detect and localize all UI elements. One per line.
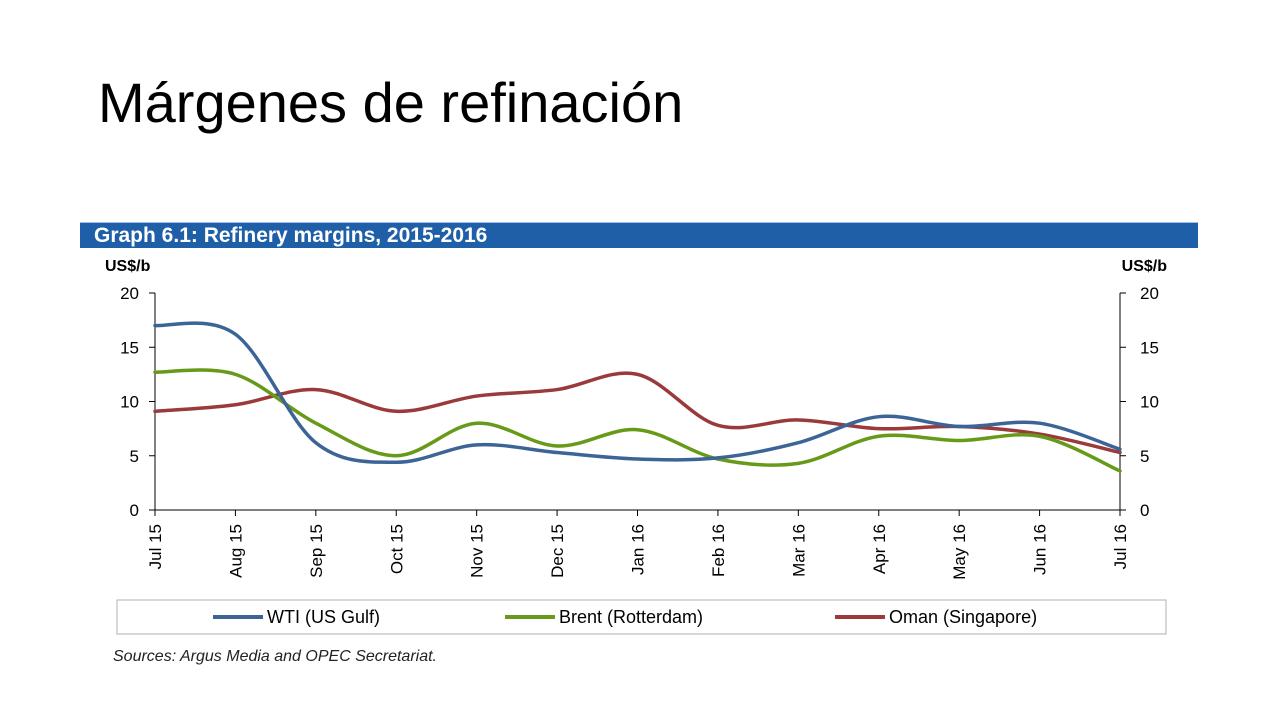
x-tick-label: Feb 16 <box>709 524 728 577</box>
x-tick-label: Apr 16 <box>870 524 889 574</box>
y-tick-label-left: 0 <box>130 501 139 520</box>
x-tick-label: May 16 <box>950 524 969 580</box>
y-tick-label-left: 10 <box>120 393 139 412</box>
x-tick-label: Jan 16 <box>629 524 648 575</box>
x-tick-label: Aug 15 <box>226 524 245 578</box>
x-tick-label: Nov 15 <box>468 524 487 578</box>
graph-title: Graph 6.1: Refinery margins, 2015-2016 <box>94 224 488 247</box>
x-tick-label: Jun 16 <box>1031 524 1050 575</box>
series-line-1 <box>153 368 1122 473</box>
x-tick-label: Dec 15 <box>548 524 567 578</box>
x-tick-label: Jul 16 <box>1111 524 1130 569</box>
slide-title: Márgenes de refinación <box>98 71 684 134</box>
y-tick-label-right: 20 <box>1140 284 1159 303</box>
legend-label-2: Oman (Singapore) <box>889 607 1037 627</box>
x-tick-label: Jul 15 <box>146 524 165 569</box>
y-tick-label-right: 15 <box>1140 338 1159 357</box>
legend-label-0: WTI (US Gulf) <box>267 607 380 627</box>
y-tick-label-right: 10 <box>1140 393 1159 412</box>
y-tick-label-right: 0 <box>1140 501 1149 520</box>
series-lines <box>153 321 1122 473</box>
source-note: Sources: Argus Media and OPEC Secretaria… <box>113 648 437 665</box>
y-tick-label-left: 20 <box>120 284 139 303</box>
y-tick-label-left: 5 <box>130 447 139 466</box>
x-tick-label: Mar 16 <box>789 524 808 577</box>
axes: 0 0 5 5 10 10 15 15 20 20 Jul 15 Aug 15 Sep 15 Oct 15… <box>120 284 1159 580</box>
legend: WTI (US Gulf) Brent (Rotterdam) Oman (Sing… <box>213 607 1037 627</box>
y-tick-label-right: 5 <box>1140 447 1149 466</box>
y-axis-label-right: US$/b <box>1122 258 1168 275</box>
x-tick-label: Sep 15 <box>307 524 326 578</box>
y-axis-label-left: US$/b <box>105 258 151 275</box>
legend-box <box>116 599 1167 635</box>
x-tick-label: Oct 15 <box>387 524 406 574</box>
graph-title-bar: Graph 6.1: Refinery margins, 2015-2016 <box>80 222 1198 248</box>
y-tick-label-left: 15 <box>120 338 139 357</box>
legend-label-1: Brent (Rotterdam) <box>559 607 703 627</box>
series-line-0 <box>153 321 1122 465</box>
